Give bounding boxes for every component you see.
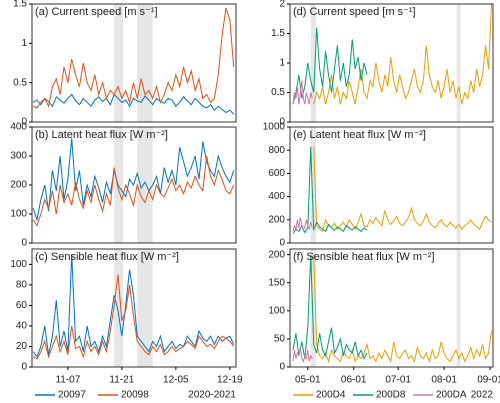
series-line [292, 27, 368, 105]
y-tick-label: 100 [268, 305, 285, 316]
y-tick-label: 1.5 [13, 0, 27, 10]
shaded-period [114, 4, 124, 122]
axes-frame [289, 126, 494, 244]
shaded-period [114, 249, 124, 367]
series-line [32, 254, 235, 358]
x-tick-label: 06-01 [341, 375, 367, 386]
shaded-period [137, 4, 153, 122]
y-tick-label: 100 [10, 259, 27, 270]
y-tick-label: 400 [268, 191, 285, 202]
series-line [32, 155, 235, 227]
panel-title: (d) Current speed [m s⁻¹] [293, 6, 416, 18]
shaded-period [137, 127, 153, 243]
x-tick-label: 05-01 [295, 375, 321, 386]
y-tick-label: 1 [279, 58, 285, 69]
y-tick-label: 1 [21, 38, 27, 49]
y-tick-label: 0 [21, 117, 27, 128]
y-tick-label: 1000 [263, 122, 286, 133]
axes-frame [289, 3, 494, 123]
y-tick-label: 0.5 [271, 87, 285, 98]
series-line [313, 254, 493, 364]
series-line [32, 138, 235, 222]
shaded-period [310, 249, 316, 367]
series-line [292, 347, 313, 363]
shaded-period [310, 4, 316, 122]
x-tick-label: 11-07 [55, 375, 80, 386]
y-tick-label: 0 [279, 238, 285, 249]
y-tick-label: 2 [279, 0, 285, 10]
legend-label: 200D4 [316, 390, 346, 401]
series-line [32, 7, 235, 109]
series-line [32, 93, 235, 115]
series-line [292, 80, 313, 105]
y-tick-label: 60 [16, 300, 28, 311]
shaded-period [310, 127, 316, 243]
panel-title: (b) Latent heat flux [W m⁻²] [35, 129, 168, 141]
y-tick-label: 150 [268, 277, 285, 288]
series-line [313, 146, 492, 233]
y-tick-label: 200 [268, 214, 285, 225]
axes-frame [31, 248, 237, 368]
y-tick-label: 80 [16, 280, 28, 291]
y-tick-label: 0 [279, 117, 285, 128]
shaded-period [456, 127, 461, 243]
axes-frame [289, 248, 494, 368]
y-tick-label: 300 [10, 151, 27, 162]
legend-label: 200DA [436, 390, 467, 401]
shaded-period [456, 249, 461, 367]
legend-label: 200D8 [376, 390, 406, 401]
x-tick-label: 09-01 [477, 375, 500, 386]
legend-label: 20098 [121, 390, 149, 401]
y-tick-label: 100 [10, 209, 27, 220]
x-tick-label: 08-01 [431, 375, 457, 386]
x-tick-label: 12-19 [217, 375, 243, 386]
y-tick-label: 20 [16, 341, 28, 352]
year-label: 2020-2021 [188, 390, 236, 401]
x-tick-label: 11-21 [109, 375, 134, 386]
x-tick-label: 12-05 [163, 375, 189, 386]
panel-title: (a) Current speed [m s⁻¹] [35, 6, 158, 18]
series-line [32, 274, 235, 360]
y-tick-label: 0 [21, 362, 27, 373]
y-tick-label: 0 [279, 362, 285, 373]
x-tick-label: 07-01 [385, 375, 411, 386]
panel-title: (e) Latent heat flux [W m⁻²] [293, 129, 426, 141]
axes-frame [31, 126, 237, 244]
y-tick-label: 1.5 [271, 28, 285, 39]
series-line [292, 217, 313, 232]
axes-frame [31, 3, 237, 123]
y-tick-label: 800 [268, 145, 285, 156]
series-line [292, 254, 368, 360]
y-tick-label: 50 [274, 334, 286, 345]
y-tick-label: 200 [10, 180, 27, 191]
panel-title: (f) Sensible heat flux [W m⁻²] [293, 251, 435, 263]
y-tick-label: 0 [21, 238, 27, 249]
y-tick-label: 600 [268, 168, 285, 179]
series-line [292, 146, 368, 234]
shaded-period [456, 4, 461, 122]
legend-label: 20097 [58, 390, 86, 401]
panel-title: (c) Sensible heat flux [W m⁻²] [35, 251, 179, 263]
y-tick-label: 40 [16, 321, 28, 332]
series-line [313, 3, 493, 105]
shaded-period [137, 249, 153, 367]
y-tick-label: 0.5 [13, 77, 27, 88]
year-label: 2022 [471, 390, 494, 401]
y-tick-label: 200 [268, 249, 285, 260]
y-tick-label: 400 [10, 122, 27, 133]
